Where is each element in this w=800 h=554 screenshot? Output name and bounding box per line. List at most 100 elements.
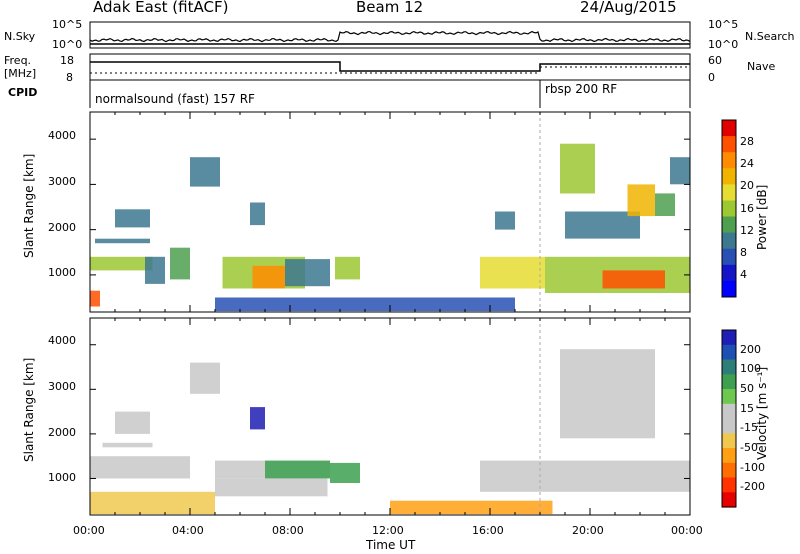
power-colorbar-swatch bbox=[722, 200, 736, 218]
power-colorbar-swatch bbox=[722, 216, 736, 234]
freq-panel-frame bbox=[89, 53, 691, 81]
velocity-y-tick: 2000 bbox=[48, 426, 76, 439]
velocity-colorbar-swatch bbox=[722, 418, 736, 434]
power-colorbar-swatch bbox=[722, 280, 736, 298]
velocity-echo-region bbox=[265, 460, 330, 479]
x-tick: 12:00 bbox=[372, 524, 404, 537]
power-echo-region bbox=[145, 256, 165, 284]
power-echo-region bbox=[670, 157, 690, 185]
velocity-y-tick: 1000 bbox=[48, 471, 76, 484]
power-echo-region bbox=[495, 211, 515, 230]
freq-left-tick-top: 18 bbox=[60, 54, 74, 67]
power-data-layer bbox=[90, 143, 690, 312]
velocity-echo-region bbox=[90, 491, 215, 515]
power-colorbar-tick: 24 bbox=[740, 157, 754, 171]
beam-label: Beam 12 bbox=[356, 0, 424, 16]
freq-right-tick-bottom: 0 bbox=[708, 71, 715, 84]
velocity-colorbar-tick: -15 bbox=[740, 421, 758, 435]
velocity-echo-region bbox=[560, 349, 655, 439]
velocity-colorbar-tick: 200 bbox=[740, 342, 761, 356]
velocity-echo-region bbox=[250, 407, 265, 430]
velocity-data-layer bbox=[90, 349, 690, 515]
velocity-colorbar-tick: 100 bbox=[740, 362, 761, 376]
velocity-colorbar-tick: 15 bbox=[740, 401, 754, 415]
velocity-echo-region bbox=[190, 362, 220, 394]
power-colorbar-swatch bbox=[722, 264, 736, 282]
nave-label: Nave bbox=[747, 60, 776, 73]
velocity-colorbar-swatch bbox=[722, 433, 736, 449]
freq-label: Freq. bbox=[4, 54, 32, 67]
power-echo-region bbox=[655, 193, 675, 216]
power-y-tick: 1000 bbox=[48, 266, 76, 279]
power-echo-region bbox=[560, 143, 595, 194]
velocity-echo-region bbox=[90, 456, 190, 479]
x-tick: 08:00 bbox=[272, 524, 304, 537]
freq-unit-label: [MHz] bbox=[4, 67, 37, 80]
cpid-mode-1: normalsound (fast) 157 RF bbox=[95, 92, 255, 106]
power-y-tick: 4000 bbox=[48, 129, 76, 142]
n-search-label: N.Search bbox=[745, 30, 795, 43]
n-sky-label: N.Sky bbox=[4, 30, 36, 43]
noise-right-tick-bottom: 10^0 bbox=[708, 38, 739, 51]
velocity-colorbar-swatch bbox=[722, 462, 736, 479]
velocity-echo-region bbox=[115, 411, 150, 434]
power-colorbar-frame bbox=[721, 119, 737, 298]
velocity-echo-region bbox=[102, 442, 153, 448]
velocity-colorbar-tick: 50 bbox=[740, 382, 754, 395]
power-colorbar-tick: 28 bbox=[740, 135, 754, 149]
velocity-colorbar-tick: -100 bbox=[740, 460, 765, 474]
power-echo-region bbox=[285, 259, 330, 287]
velocity-echo-region bbox=[480, 460, 690, 492]
power-echo-region bbox=[90, 290, 100, 307]
x-axis-label: Time UT bbox=[366, 538, 416, 552]
power-colorbar-tick: 16 bbox=[740, 201, 754, 215]
velocity-colorbar-tick: -50 bbox=[740, 441, 758, 454]
velocity-y-tick: 3000 bbox=[48, 380, 76, 393]
power-colorbar-swatch bbox=[722, 120, 736, 137]
power-colorbar-swatch bbox=[722, 184, 736, 201]
noise-right-tick-top: 10^5 bbox=[708, 18, 739, 31]
power-echo-region bbox=[95, 238, 150, 244]
velocity-echo-region bbox=[390, 500, 553, 515]
power-colorbar-tick: 20 bbox=[740, 179, 754, 193]
freq-left-tick-bottom: 8 bbox=[66, 71, 73, 84]
velocity-colorbar-swatch bbox=[722, 403, 736, 420]
power-echo-region bbox=[335, 256, 360, 280]
velocity-colorbar-frame bbox=[721, 329, 737, 508]
date-label: 24/Aug/2015 bbox=[580, 0, 677, 16]
noise-left-tick-top: 10^5 bbox=[52, 18, 83, 31]
freq-right-tick-top: 60 bbox=[708, 54, 722, 67]
x-tick: 04:00 bbox=[172, 524, 204, 537]
power-y-tick: 2000 bbox=[48, 221, 76, 234]
velocity-echo-region bbox=[215, 478, 328, 497]
power-colorbar-swatch bbox=[722, 136, 736, 153]
velocity-colorbar-swatch bbox=[722, 359, 736, 375]
power-y-tick: 3000 bbox=[48, 175, 76, 188]
x-tick: 00:00 bbox=[73, 524, 105, 537]
x-tick: 20:00 bbox=[572, 524, 604, 537]
power-colorbar-tick: 8 bbox=[740, 245, 747, 259]
velocity-y-tick: 4000 bbox=[48, 334, 76, 347]
velocity-colorbar-swatch bbox=[722, 374, 736, 390]
power-colorbar-swatch bbox=[722, 168, 736, 185]
velocity-colorbar-swatch bbox=[722, 389, 736, 405]
cpid-mode-2: rbsp 200 RF bbox=[545, 82, 618, 96]
power-echo-region bbox=[602, 270, 665, 289]
velocity-colorbar-swatch bbox=[722, 492, 736, 508]
velocity-colorbar-swatch bbox=[722, 330, 736, 346]
power-echo-region bbox=[252, 265, 285, 289]
noise-left-tick-bottom: 10^0 bbox=[52, 38, 83, 51]
power-echo-region bbox=[627, 184, 655, 217]
power-colorbar-swatch bbox=[722, 152, 736, 169]
plot-title: Adak East (fitACF) bbox=[93, 0, 229, 16]
power-colorbar-swatch bbox=[722, 232, 736, 250]
velocity-colorbar-tick: -200 bbox=[740, 480, 765, 494]
power-echo-region bbox=[115, 209, 150, 228]
noise-sky-trace bbox=[89, 30, 691, 43]
x-tick: 00:00 bbox=[671, 524, 703, 537]
power-echo-region bbox=[480, 256, 545, 289]
power-echo-region bbox=[90, 256, 153, 271]
velocity-colorbar-swatch bbox=[722, 477, 736, 493]
x-tick: 16:00 bbox=[472, 524, 504, 537]
